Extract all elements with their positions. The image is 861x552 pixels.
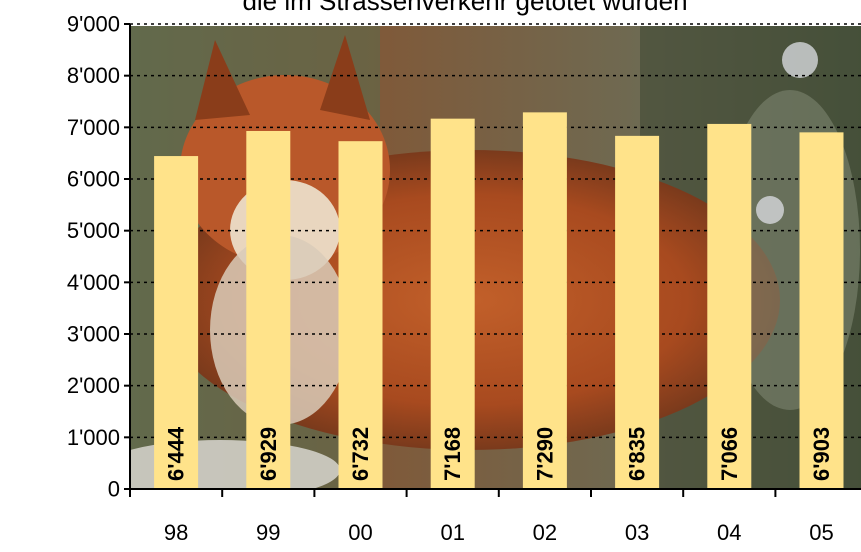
bar-value-label: 6'835 (625, 427, 650, 481)
bar (338, 141, 383, 489)
y-tick-label: 7'000 (67, 115, 120, 140)
y-axis-ticks: 0 1'000 2'000 3'000 4'000 5'000 6'000 7'000 8'00… (67, 12, 130, 502)
x-tick-label: 02 (533, 520, 557, 545)
x-tick-label: 01 (440, 520, 464, 545)
y-tick-label: 6'000 (67, 167, 120, 192)
chart-title: die im Strassenverkehr getötet wurden (242, 0, 687, 16)
axes (129, 24, 861, 490)
bar (522, 112, 567, 489)
x-tick-label: 03 (625, 520, 649, 545)
bar-value-label: 6'444 (164, 426, 189, 481)
y-tick-label: 4'000 (67, 270, 120, 295)
x-tick-label: 05 (809, 520, 833, 545)
bar (154, 156, 199, 489)
bar-value-label: 6'732 (348, 427, 373, 481)
y-tick-label: 9'000 (67, 12, 120, 37)
y-tick-label: 5'000 (67, 218, 120, 243)
x-tick-label: 00 (348, 520, 372, 545)
x-tick-label: 99 (256, 520, 280, 545)
y-tick-label: 8'000 (67, 63, 120, 88)
bar (430, 118, 475, 490)
bar-value-label: 6'929 (256, 427, 281, 481)
bar (707, 123, 752, 489)
bars: 6'444 6'929 6'732 7'168 7'290 6'835 7'066 6'903 (154, 112, 844, 490)
x-axis-ticks: 98 99 00 01 02 03 04 05 (129, 489, 834, 545)
bar (615, 135, 660, 489)
bar (799, 132, 844, 489)
y-tick-label: 3'000 (67, 322, 120, 347)
y-tick-label: 0 (108, 477, 120, 502)
y-tick-label: 1'000 (67, 425, 120, 450)
bar-value-label: 6'903 (809, 427, 834, 481)
x-tick-label: 98 (164, 520, 188, 545)
y-tick-label: 2'000 (67, 373, 120, 398)
x-tick-label: 04 (717, 520, 741, 545)
bar-value-label: 7'168 (440, 427, 465, 481)
bar-value-label: 7'066 (717, 427, 742, 481)
bar (246, 131, 291, 490)
bar-value-label: 7'290 (532, 427, 557, 481)
